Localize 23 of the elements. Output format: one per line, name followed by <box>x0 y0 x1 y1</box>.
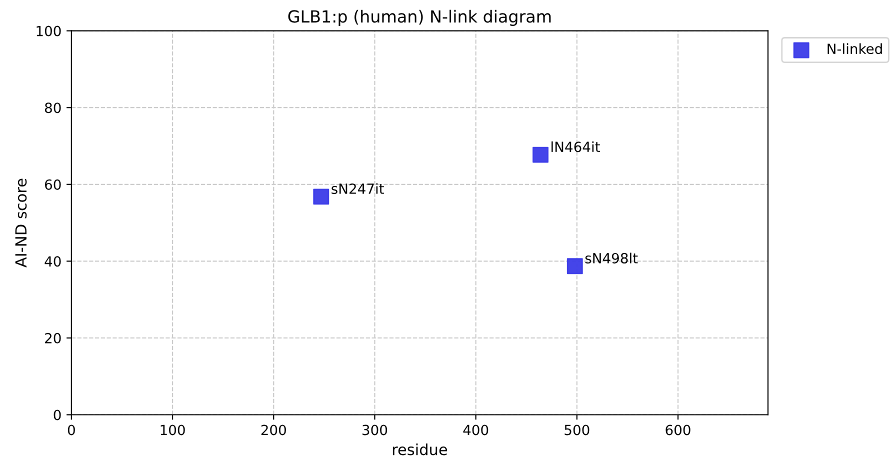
x-tick-label: 500 <box>564 424 590 436</box>
x-tick-label: 300 <box>362 424 388 436</box>
x-tick-label: 100 <box>160 424 185 436</box>
x-tick-label: 200 <box>261 424 286 436</box>
annotation: lN464it <box>552 141 600 152</box>
x-tick-label: 400 <box>463 424 488 436</box>
point <box>566 258 583 274</box>
y-tick-label: 100 <box>36 26 61 36</box>
x-axis-title: residue <box>392 443 448 456</box>
point <box>313 188 330 205</box>
chart-title: GLB1:p (human) N-link diagram <box>288 10 551 26</box>
annotation: sN247it <box>332 183 384 194</box>
annotation: sN498lt <box>585 252 638 264</box>
y-tick-label: 80 <box>44 102 61 114</box>
y-tick-label: 40 <box>44 256 61 267</box>
y-axis-title: AI-ND score <box>15 178 27 268</box>
y-tick-label: 60 <box>45 179 61 190</box>
legend-label: N-linked <box>828 43 882 54</box>
y-tick-label: 0 <box>54 410 61 420</box>
x-tick-label: 600 <box>666 424 690 436</box>
point <box>532 146 548 163</box>
y-tick-label: 20 <box>45 332 61 344</box>
x-tick-label: 0 <box>68 424 75 436</box>
